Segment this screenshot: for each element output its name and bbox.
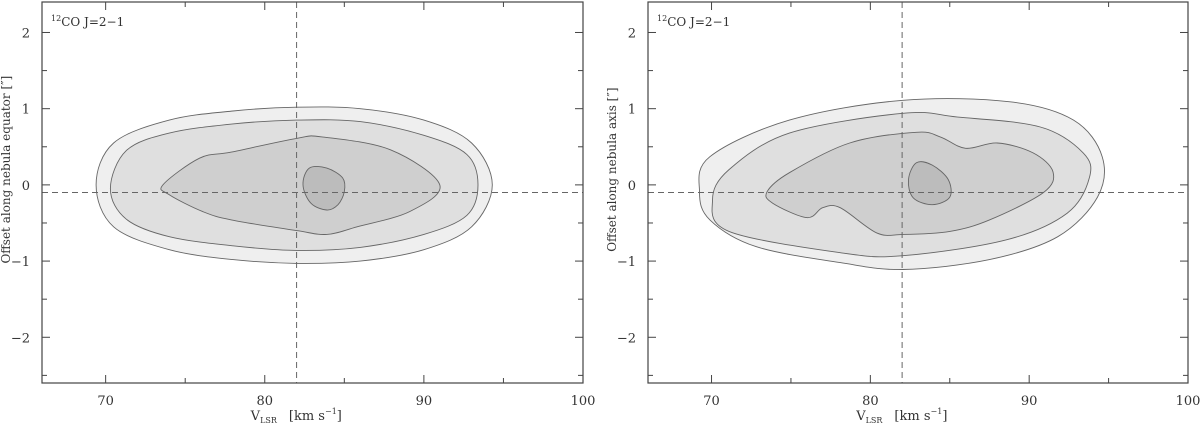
- x-axis-label: VLSR [km s−1]: [855, 407, 947, 425]
- x-label-unit-sup: −1: [325, 407, 337, 416]
- y-axis-label: Offset along nebula equator [″]: [0, 76, 13, 264]
- x-tick-label: 70: [97, 394, 114, 409]
- y-tick-label: 1: [628, 103, 636, 118]
- x-label-unit-end: ]: [942, 409, 947, 424]
- y-axis-label: Offset along nebula axis [″]: [605, 87, 619, 251]
- line-annotation: 12CO J=2−1: [657, 14, 730, 29]
- x-tick-label: 80: [256, 394, 273, 409]
- y-tick-label: 1: [22, 103, 30, 118]
- y-tick-label: 2: [22, 26, 30, 41]
- y-tick-label: −1: [617, 255, 636, 270]
- y-tick-label: −1: [11, 255, 30, 270]
- x-tick-label: 100: [571, 394, 596, 409]
- contour-level-4: [302, 165, 346, 211]
- x-label-unit: [km s: [289, 409, 325, 424]
- x-axis-label: VLSR [km s−1]: [250, 407, 342, 425]
- y-tick-label: −2: [617, 331, 636, 346]
- x-label-sub: LSR: [260, 416, 278, 425]
- x-label-unit-sup: −1: [931, 407, 943, 416]
- x-tick-label: 100: [1176, 394, 1200, 409]
- x-label-main: V: [250, 409, 261, 424]
- contour-level-3: [160, 135, 441, 235]
- annotation-transition: CO J=2−1: [667, 15, 730, 29]
- y-tick-label: 0: [22, 179, 30, 194]
- contours: [648, 2, 1188, 383]
- annotation-isotope: 12: [657, 14, 667, 23]
- x-label-unit-end: ]: [337, 409, 342, 424]
- x-tick-label: 90: [416, 394, 433, 409]
- x-tick-label: 80: [862, 394, 879, 409]
- y-tick-label: 0: [628, 179, 636, 194]
- y-tick-label: 2: [628, 26, 636, 41]
- plot-frame: [647, 1, 1189, 384]
- line-annotation: 12CO J=2−1: [51, 14, 124, 29]
- y-tick-label: −2: [11, 331, 30, 346]
- plot-frame: [41, 1, 584, 384]
- x-label-unit: [km s: [894, 409, 930, 424]
- x-label-sub: LSR: [866, 416, 884, 425]
- annotation-isotope: 12: [51, 14, 61, 23]
- contour-level-4: [907, 161, 952, 206]
- annotation-transition: CO J=2−1: [61, 15, 124, 29]
- x-tick-label: 70: [703, 394, 720, 409]
- x-tick-label: 90: [1021, 394, 1038, 409]
- contours: [42, 2, 583, 383]
- x-label-main: V: [855, 409, 866, 424]
